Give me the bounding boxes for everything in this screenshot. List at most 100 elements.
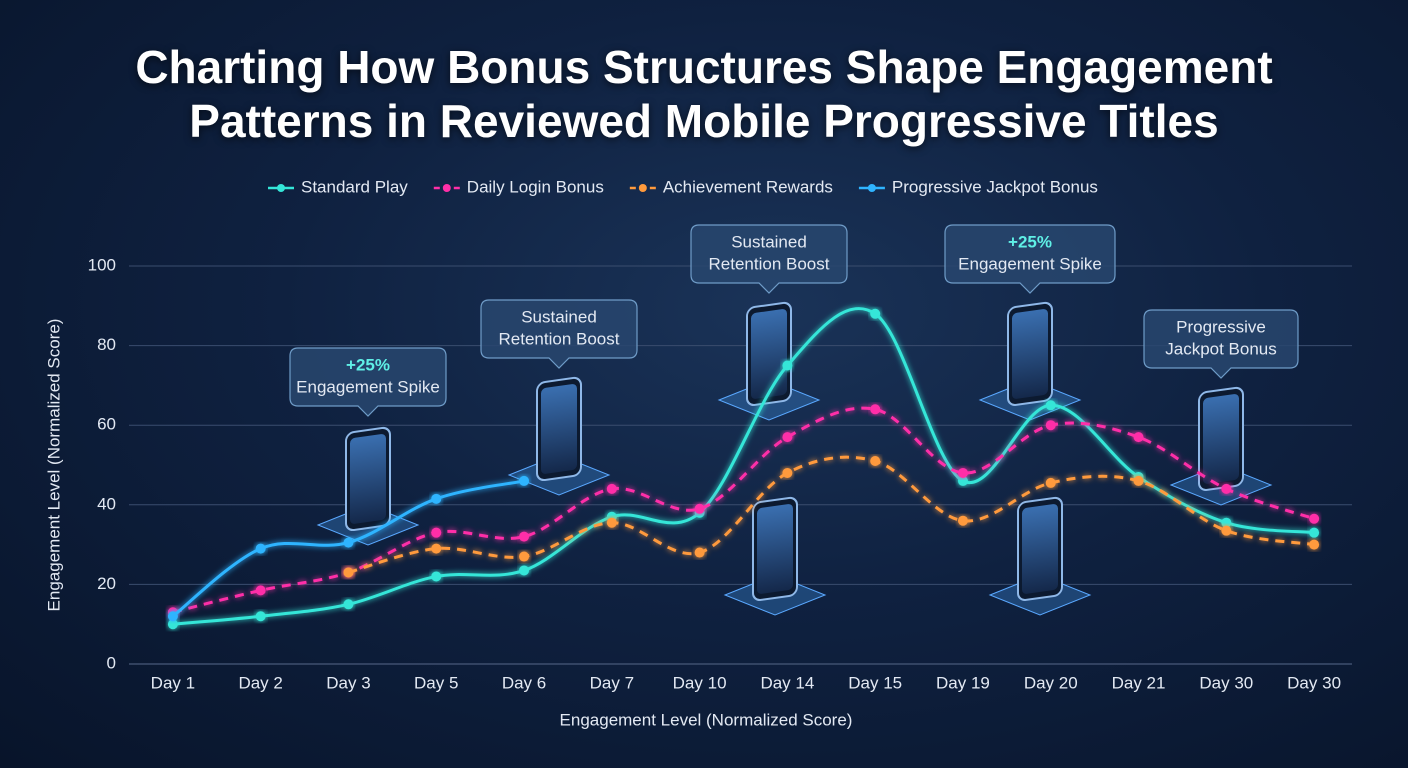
- callout-text: +25%: [1008, 232, 1052, 251]
- data-point: [519, 565, 530, 576]
- phone-illustration: [316, 426, 420, 546]
- callout-text: Progressive: [1176, 317, 1266, 336]
- phone-screen: [1203, 394, 1239, 484]
- data-point: [782, 432, 793, 443]
- legend-label: Progressive Jackpot Bonus: [892, 177, 1098, 196]
- phone-illustration: [723, 496, 827, 616]
- data-point: [694, 547, 705, 558]
- data-point: [606, 483, 617, 494]
- x-tick-label: Day 5: [414, 673, 458, 692]
- data-point: [431, 527, 442, 538]
- phone-illustration: [717, 301, 821, 421]
- callout-text: Engagement Spike: [296, 377, 440, 396]
- legend-label: Achievement Rewards: [663, 177, 833, 196]
- x-tick-label: Day 3: [326, 673, 370, 692]
- x-tick-label: Day 19: [936, 673, 990, 692]
- data-point: [255, 611, 266, 622]
- x-tick-label: Day 30: [1199, 673, 1253, 692]
- phone-screen: [757, 504, 793, 594]
- y-tick-label: 20: [97, 574, 116, 593]
- data-point: [255, 543, 266, 554]
- callout-text: Engagement Spike: [958, 254, 1102, 273]
- phone-illustration: [978, 301, 1082, 421]
- data-point: [870, 404, 881, 415]
- callout-box: [1143, 309, 1299, 379]
- callout-text: Retention Boost: [709, 254, 830, 273]
- data-point: [957, 515, 968, 526]
- legend-dot: [867, 184, 876, 192]
- x-tick-label: Day 6: [502, 673, 546, 692]
- callout-text: Jackpot Bonus: [1165, 339, 1277, 358]
- legend-dot: [442, 184, 451, 192]
- data-point: [782, 360, 793, 371]
- x-tick-label: Day 7: [590, 673, 634, 692]
- callout-text: Sustained: [521, 307, 597, 326]
- data-point: [343, 537, 354, 548]
- phone-illustration: [988, 496, 1092, 616]
- data-point: [1133, 432, 1144, 443]
- legend-dot: [277, 184, 285, 192]
- data-point: [343, 567, 354, 578]
- callout-box: [944, 224, 1116, 294]
- data-point: [694, 503, 705, 514]
- x-tick-label: Day 14: [760, 673, 814, 692]
- data-point: [1309, 539, 1320, 550]
- phone-screen: [541, 384, 577, 474]
- data-point: [167, 619, 178, 630]
- data-point: [1045, 400, 1056, 411]
- data-point: [1221, 483, 1232, 494]
- phone-illustration: [507, 376, 611, 496]
- data-point: [519, 551, 530, 562]
- x-tick-label: Day 15: [848, 673, 902, 692]
- data-point: [1045, 420, 1056, 431]
- series-line: [172, 307, 1315, 626]
- callout-box: [289, 347, 447, 417]
- data-point: [1045, 477, 1056, 488]
- data-point: [431, 493, 442, 504]
- data-point: [606, 517, 617, 528]
- x-tick-label: Day 30: [1287, 673, 1341, 692]
- series-line: [348, 455, 1315, 574]
- data-point: [870, 456, 881, 467]
- data-point: [167, 611, 178, 622]
- legend-label: Standard Play: [301, 177, 408, 196]
- legend-dot: [638, 184, 647, 192]
- phone-screen: [1012, 309, 1048, 399]
- phone-screen: [1022, 504, 1058, 594]
- data-point: [431, 543, 442, 554]
- phone-screen: [350, 434, 386, 524]
- x-tick-label: Day 20: [1024, 673, 1078, 692]
- callout-text: Sustained: [731, 232, 807, 251]
- x-tick-label: Day 21: [1112, 673, 1166, 692]
- x-axis-label: Engagement Level (Normalized Score): [560, 710, 853, 729]
- data-point: [1309, 513, 1320, 524]
- phone-illustration: [1169, 386, 1273, 506]
- data-point: [870, 308, 881, 319]
- y-tick-label: 100: [88, 255, 116, 274]
- y-tick-label: 60: [97, 415, 116, 434]
- data-point: [957, 475, 968, 486]
- chart-title: Charting How Bonus Structures Shape Enga…: [135, 41, 1273, 147]
- y-tick-label: 40: [97, 494, 116, 513]
- callout-box: [690, 224, 848, 294]
- y-tick-label: 0: [107, 653, 116, 672]
- data-point: [343, 599, 354, 610]
- data-point: [519, 475, 530, 486]
- series-line: [172, 406, 1315, 614]
- x-tick-label: Day 1: [151, 673, 195, 692]
- data-point: [1133, 475, 1144, 486]
- data-point: [782, 467, 793, 478]
- data-point: [519, 531, 530, 542]
- y-tick-label: 80: [97, 335, 116, 354]
- data-point: [431, 571, 442, 582]
- data-point: [1221, 517, 1232, 528]
- data-point: [957, 467, 968, 478]
- y-axis-label: Engagement Level (Normalized Score): [44, 319, 63, 612]
- callout-text: +25%: [346, 355, 390, 374]
- data-point: [1309, 527, 1320, 538]
- callout-text: Retention Boost: [499, 329, 620, 348]
- data-point: [1221, 525, 1232, 536]
- callout-box: [480, 299, 638, 369]
